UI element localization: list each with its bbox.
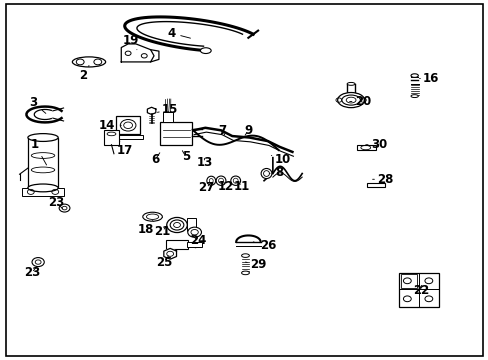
Ellipse shape (241, 254, 249, 257)
Ellipse shape (261, 168, 271, 179)
Ellipse shape (216, 176, 225, 185)
Bar (113, 135, 142, 139)
Bar (104, 130, 119, 145)
Text: 12: 12 (217, 180, 234, 193)
Text: 28: 28 (372, 173, 393, 186)
Text: 23: 23 (48, 196, 64, 209)
Bar (116, 116, 140, 134)
Ellipse shape (206, 176, 215, 185)
Text: 22: 22 (412, 284, 429, 297)
Text: 19: 19 (122, 34, 139, 50)
Text: 16: 16 (419, 72, 439, 85)
Text: 5: 5 (182, 150, 189, 163)
Bar (28, 138, 58, 188)
Bar (166, 240, 187, 249)
Ellipse shape (410, 74, 417, 77)
Bar (186, 242, 202, 247)
Text: 1: 1 (31, 138, 46, 165)
Text: 25: 25 (155, 256, 172, 269)
Text: 23: 23 (23, 266, 40, 279)
Polygon shape (121, 44, 154, 62)
Ellipse shape (410, 95, 417, 98)
Ellipse shape (28, 134, 58, 141)
Text: 13: 13 (196, 156, 212, 169)
Text: 27: 27 (198, 181, 214, 194)
Text: 15: 15 (157, 103, 178, 116)
Ellipse shape (230, 176, 240, 185)
Text: 2: 2 (79, 66, 89, 82)
Text: 9: 9 (244, 124, 252, 137)
Bar (187, 218, 196, 231)
Bar (398, 273, 438, 307)
Text: 17: 17 (116, 141, 133, 157)
Ellipse shape (337, 93, 364, 108)
Ellipse shape (59, 204, 70, 212)
Ellipse shape (142, 212, 162, 221)
Bar (163, 112, 172, 122)
Text: 29: 29 (245, 258, 266, 271)
Text: 20: 20 (349, 95, 370, 108)
Text: 21: 21 (154, 225, 170, 238)
Text: 18: 18 (137, 220, 154, 236)
Text: 14: 14 (98, 119, 121, 132)
Bar (400, 274, 416, 288)
Text: 30: 30 (365, 138, 386, 151)
Ellipse shape (28, 184, 58, 192)
Polygon shape (150, 50, 159, 62)
Polygon shape (163, 248, 176, 259)
Bar (160, 122, 192, 145)
Polygon shape (147, 107, 156, 114)
Text: 24: 24 (189, 234, 206, 247)
Ellipse shape (200, 48, 211, 54)
Text: 10: 10 (271, 153, 290, 166)
Ellipse shape (72, 57, 105, 67)
Text: 8: 8 (269, 166, 283, 179)
Text: 26: 26 (253, 239, 276, 252)
Bar (356, 145, 375, 150)
Text: 7: 7 (218, 124, 226, 137)
Ellipse shape (187, 227, 201, 237)
Bar (366, 183, 385, 187)
Ellipse shape (241, 271, 249, 275)
Text: 11: 11 (233, 180, 250, 193)
Text: 3: 3 (29, 96, 46, 113)
Ellipse shape (32, 258, 44, 266)
Text: 6: 6 (151, 153, 160, 166)
Ellipse shape (346, 82, 354, 85)
Text: 4: 4 (167, 27, 190, 40)
Bar (22, 188, 63, 196)
Ellipse shape (166, 217, 187, 233)
